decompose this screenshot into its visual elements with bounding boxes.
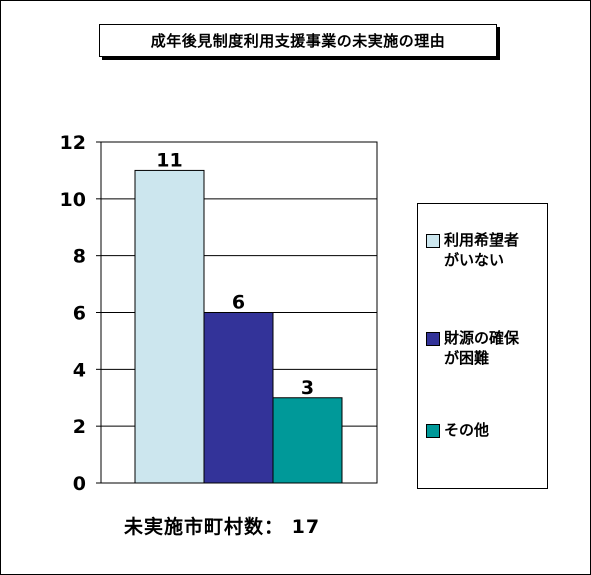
y-tick-label: 8: [73, 246, 86, 268]
data-label: 6: [232, 292, 245, 314]
data-label: 11: [156, 149, 182, 171]
legend: 利用希望者 がいない 財源の確保 が困難 その他: [417, 203, 548, 489]
legend-swatch-3: [426, 424, 440, 438]
bar: [203, 312, 274, 484]
legend-label-1-line1: 利用希望者: [444, 231, 520, 249]
y-tick-label: 2: [73, 416, 86, 438]
y-tick-label: 12: [60, 132, 86, 154]
legend-item-2: 財源の確保 が困難: [426, 328, 542, 368]
chart-title: 成年後見制度利用支援事業の未実施の理由: [99, 24, 497, 57]
legend-label-1: 利用希望者 がいない: [444, 230, 542, 270]
data-labels: 11 6 3: [156, 149, 314, 398]
legend-swatch-2: [426, 332, 440, 346]
y-tick-label: 10: [60, 189, 86, 211]
chart-title-text: 成年後見制度利用支援事業の未実施の理由: [150, 32, 446, 50]
bars: [134, 169, 343, 484]
data-label: 3: [301, 377, 314, 399]
y-tick-label: 0: [73, 473, 86, 495]
y-tick-label: 6: [73, 303, 86, 325]
y-axis-ticks: 0 2 4 6 8 10 12: [60, 132, 101, 495]
bar: [272, 397, 343, 484]
legend-label-3-line1: その他: [444, 421, 490, 439]
y-tick-label: 4: [73, 359, 86, 381]
legend-label-2-line2: が困難: [444, 349, 490, 367]
legend-swatch-1: [426, 234, 440, 248]
legend-label-3: その他: [444, 420, 542, 440]
legend-label-2-line1: 財源の確保: [444, 329, 520, 347]
legend-item-1: 利用希望者 がいない: [426, 230, 542, 270]
bar: [134, 169, 205, 484]
legend-label-2: 財源の確保 が困難: [444, 328, 542, 368]
legend-label-1-line2: がいない: [444, 251, 505, 269]
legend-item-3: その他: [426, 420, 542, 440]
footnote: 未実施市町村数： 17: [124, 516, 321, 538]
